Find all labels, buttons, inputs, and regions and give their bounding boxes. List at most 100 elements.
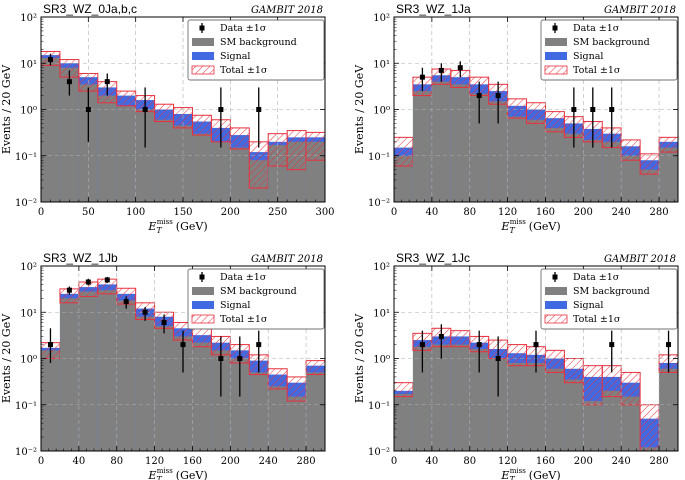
x-tick-label: 80: [463, 207, 476, 218]
total-uncertainty-band: [507, 98, 528, 119]
x-tick-label: 120: [145, 456, 164, 467]
gambit-watermark: GAMBIT 2018: [604, 5, 676, 16]
total-uncertainty-band: [305, 131, 325, 161]
background-bar: [116, 300, 136, 451]
background-bar: [621, 396, 641, 451]
legend-data-label: Data ±1σ: [573, 23, 620, 34]
legend-total-swatch: [544, 65, 568, 75]
total-uncertainty-band: [229, 127, 250, 150]
background-bar: [211, 350, 231, 451]
panel-title: SR3_WZ_1Jc: [396, 251, 470, 265]
background-bar: [469, 93, 489, 202]
background-bar: [640, 169, 660, 202]
legend-total-swatch: [191, 65, 215, 75]
total-uncertainty-band: [582, 365, 603, 406]
total-uncertainty-band: [526, 102, 546, 124]
legend-signal-label: Signal: [220, 51, 250, 62]
y-tick-label: 10⁻²: [368, 447, 390, 458]
x-axis-label: ETmiss (GeV): [500, 467, 560, 480]
background-bar: [564, 379, 584, 451]
background-bar: [116, 105, 136, 202]
y-tick-label: 10²: [373, 13, 390, 24]
data-point: [495, 93, 501, 99]
x-tick-label: 280: [650, 207, 669, 218]
panel-title: SR3_WZ_1Jb: [43, 251, 118, 265]
y-tick-label: 10⁻²: [368, 198, 390, 209]
x-axis-label-main: E: [500, 469, 509, 480]
panel-title: SR3_WZ_1Ja: [396, 2, 471, 16]
total-uncertainty-band: [658, 136, 678, 153]
legend: Data ±1σ SM background Signal Total ±1σ: [187, 19, 325, 81]
x-axis-label: ETmiss (GeV): [500, 218, 560, 235]
legend-signal-label: Signal: [573, 300, 603, 311]
total-uncertainty-band: [394, 382, 414, 398]
x-tick-label: 100: [126, 207, 145, 218]
legend: Data ±1σ SM background Signal Total ±1σ: [540, 268, 678, 330]
background-bar: [412, 346, 432, 451]
legend-signal-swatch: [192, 52, 214, 60]
data-point: [180, 342, 186, 348]
total-uncertainty-band: [507, 344, 528, 367]
data-point: [66, 287, 72, 293]
y-tick-label: 10⁰: [20, 106, 37, 117]
x-axis-label-sub: T: [156, 226, 162, 235]
background-bar: [78, 291, 98, 451]
y-tick-label: 10⁻²: [15, 447, 37, 458]
data-point: [256, 107, 262, 112]
y-axis-label: Events / 20 GeV: [0, 64, 13, 154]
legend-data-marker: [552, 25, 558, 31]
legend-background-label: SM background: [220, 37, 297, 48]
x-axis-label-unit: (GeV): [529, 220, 561, 233]
legend-box: [187, 268, 325, 330]
x-tick-label: 0: [391, 456, 397, 467]
background-bar: [564, 133, 584, 202]
y-tick-label: 10⁰: [373, 355, 390, 366]
legend-box: [187, 19, 325, 81]
x-tick-label: 120: [498, 456, 517, 467]
legend-total-label: Total ±1σ: [220, 65, 268, 76]
total-uncertainty-band: [191, 327, 212, 348]
legend-signal-swatch: [192, 301, 214, 309]
x-tick-label: 50: [82, 207, 95, 218]
legend-total-label: Total ±1σ: [220, 314, 268, 325]
legend-box: [540, 268, 678, 330]
chart-panel-4: 0 40 80 120 160 200 240 280 10⁻² 10⁻¹ 10⁰ 10¹ 10² SR3…: [353, 251, 679, 480]
background-bar: [450, 344, 470, 451]
data-point: [256, 342, 262, 348]
plot-area: [394, 266, 678, 451]
x-tick-label: 160: [536, 207, 555, 218]
x-tick-label: 80: [110, 456, 123, 467]
total-uncertainty-band: [286, 376, 307, 402]
background-bar: [97, 290, 117, 451]
y-axis-label: Events / 20 GeV: [353, 64, 366, 154]
plot-area: [394, 17, 678, 202]
data-point: [237, 356, 243, 361]
background-bar: [507, 362, 527, 451]
legend-signal-swatch: [545, 52, 567, 60]
x-tick-label: 240: [259, 456, 278, 467]
x-tick-label: 160: [536, 456, 555, 467]
y-tick-label: 10⁻¹: [368, 401, 390, 412]
total-uncertainty-band: [544, 349, 565, 373]
background-bar: [450, 84, 470, 202]
background-bar: [97, 95, 117, 202]
background-bar: [488, 101, 508, 202]
y-tick-label: 10²: [20, 262, 37, 273]
background-bar: [583, 401, 603, 451]
total-uncertainty-band: [267, 368, 288, 390]
x-tick-label: 0: [38, 456, 44, 467]
panel-title: SR3_WZ_0Ja,b,c: [43, 2, 137, 16]
legend-data-label: Data ±1σ: [220, 23, 267, 34]
background-bar: [412, 91, 432, 202]
y-axis-label: Events / 20 GeV: [0, 313, 13, 403]
data-point: [218, 356, 224, 361]
legend-background-label: SM background: [573, 286, 650, 297]
total-uncertainty-band: [286, 130, 307, 171]
background-bar: [488, 358, 508, 451]
x-tick-label: 200: [574, 207, 593, 218]
data-point: [609, 107, 615, 112]
background-bar: [192, 133, 212, 202]
background-bar: [526, 362, 546, 451]
x-axis-label-unit: (GeV): [176, 220, 208, 233]
total-uncertainty-band: [563, 358, 584, 384]
